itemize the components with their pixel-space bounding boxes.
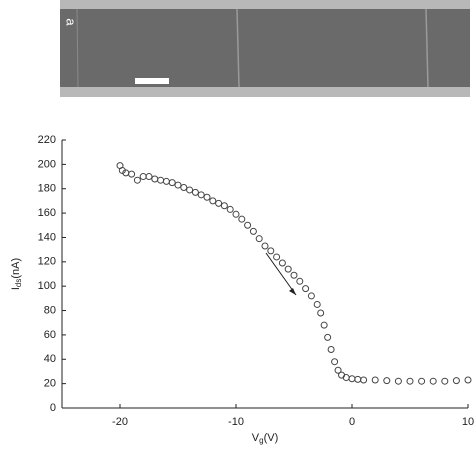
micrograph: a	[60, 0, 470, 97]
y-tick-label: 220	[38, 134, 56, 146]
data-point	[406, 377, 414, 385]
data-point	[371, 376, 379, 384]
data-point	[267, 247, 275, 255]
data-point	[464, 376, 472, 384]
data-point	[273, 253, 281, 261]
data-point	[226, 205, 234, 213]
data-point	[320, 321, 328, 329]
y-tick-label: 20	[44, 378, 56, 390]
data-point	[317, 309, 325, 317]
y-tick-label: 160	[38, 207, 56, 219]
y-tick-label: 120	[38, 256, 56, 268]
x-axis-title: Vg(V)	[252, 432, 278, 445]
x-tick-label: -10	[228, 416, 244, 428]
electrode-edge	[76, 8, 79, 88]
data-point	[157, 176, 165, 184]
data-point	[429, 377, 437, 385]
data-point	[118, 166, 126, 174]
y-title-main: I	[10, 287, 22, 290]
data-point	[162, 177, 170, 185]
y-tick-label: 40	[44, 353, 56, 365]
data-point	[133, 176, 141, 184]
y-tick-label: 60	[44, 329, 56, 341]
data-point	[261, 242, 269, 250]
data-point	[209, 197, 217, 205]
data-point	[383, 377, 391, 385]
x-title-main: V	[252, 432, 260, 444]
data-point	[244, 221, 252, 229]
data-point	[331, 358, 339, 366]
data-point	[313, 300, 321, 308]
x-tick-label: -20	[112, 416, 128, 428]
data-point	[255, 235, 263, 243]
data-point	[249, 227, 257, 235]
data-point	[284, 265, 292, 273]
data-point	[128, 170, 136, 178]
data-point	[342, 374, 350, 382]
y-tick-label: 180	[38, 183, 56, 195]
data-point	[354, 375, 362, 383]
sweep-arrowhead	[289, 288, 296, 295]
data-point	[139, 173, 147, 181]
data-point	[452, 377, 460, 385]
data-point	[220, 202, 228, 210]
data-point	[186, 186, 194, 194]
data-point	[203, 193, 211, 201]
x-tick-label: 10	[462, 416, 474, 428]
y-title-sub: ds	[14, 279, 23, 287]
electrode-edge	[425, 8, 429, 88]
data-point	[307, 292, 315, 300]
data-point	[215, 199, 223, 207]
scale-bar	[135, 78, 169, 84]
y-tick-label: 80	[44, 304, 56, 316]
panel-label: a	[64, 18, 79, 26]
data-point	[197, 191, 205, 199]
data-point	[151, 175, 159, 183]
data-point	[296, 277, 304, 285]
x-tick-label: 0	[349, 416, 355, 428]
data-point	[302, 285, 310, 293]
data-point	[324, 333, 332, 341]
data-point	[348, 375, 356, 383]
data-point	[327, 346, 335, 354]
y-tick-label: 0	[50, 402, 56, 414]
data-point	[180, 184, 188, 192]
data-point	[191, 188, 199, 196]
electrode-edge	[236, 8, 240, 88]
nanowire	[60, 9, 470, 87]
data-point	[278, 259, 286, 267]
y-title-unit: (nA)	[10, 258, 22, 279]
data-point	[238, 215, 246, 223]
y-tick-label: 140	[38, 231, 56, 243]
data-point	[168, 179, 176, 187]
data-point	[441, 377, 449, 385]
data-point	[232, 210, 240, 218]
y-tick-label: 100	[38, 280, 56, 292]
data-point	[360, 376, 368, 384]
data-point	[394, 377, 402, 385]
data-point	[418, 377, 426, 385]
data-point	[145, 173, 153, 181]
data-point	[290, 271, 298, 279]
y-tick-label: 200	[38, 158, 56, 170]
x-title-sub: g	[259, 436, 263, 445]
data-point	[334, 366, 342, 374]
x-title-unit: (V)	[264, 432, 279, 444]
sweep-arrow	[265, 252, 297, 296]
data-point	[174, 181, 182, 189]
y-axis-title: Ids(nA)	[10, 258, 23, 290]
